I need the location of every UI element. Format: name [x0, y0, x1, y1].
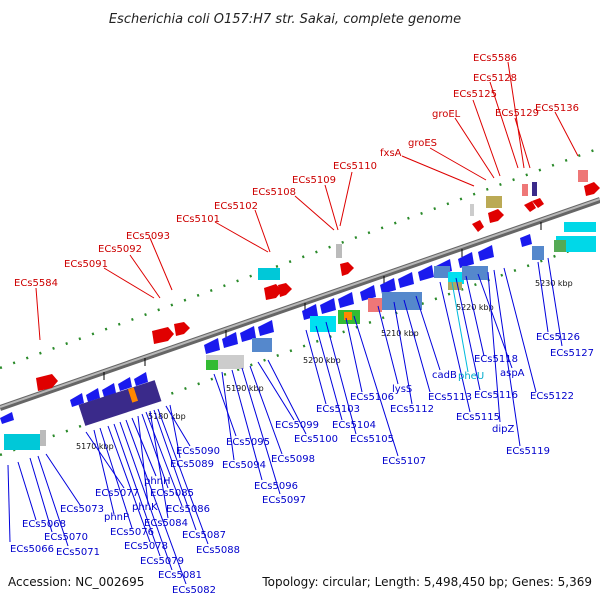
tick-label: 5170 kbp: [76, 442, 114, 451]
blue-labels: ECs5068 ECs5066 ECs5070 ECs5071 ECs5073 …: [10, 332, 594, 596]
blue-gene-features: [0, 234, 532, 424]
gene-label: ECs5096: [254, 481, 298, 492]
gene-label: dipZ: [492, 424, 514, 435]
gene-label: phnH: [144, 476, 171, 487]
gene-label: ECs5089: [170, 459, 214, 470]
gene-label: phnK: [132, 502, 158, 513]
gene-label: ECs5102: [214, 201, 258, 212]
gene-label: ECs5094: [222, 460, 266, 471]
gene-label: ECs5104: [332, 420, 376, 431]
gene-track-lines: [0, 146, 600, 457]
gene-label: ECs5088: [196, 545, 240, 556]
gene-label: ECs5076: [110, 527, 154, 538]
gene-blocks: [4, 170, 596, 450]
gene-label: ECs5081: [158, 570, 202, 581]
accession: Accession: NC_002695: [8, 575, 144, 589]
red-gene-features: [36, 182, 600, 391]
gene-label: ECs5100: [294, 434, 338, 445]
gene-label: ECs5086: [166, 504, 210, 515]
gene-label: ECs5122: [530, 391, 574, 402]
gene-label: ECs5097: [262, 495, 306, 506]
gene-label: ECs5116: [474, 390, 518, 401]
gene-label: ECs5068: [22, 519, 66, 530]
gene-label: ECs5136: [535, 103, 579, 114]
gene-label: ECs5106: [350, 392, 394, 403]
gene-label: ECs5085: [150, 488, 194, 499]
gene-label: ECs5070: [44, 532, 88, 543]
gene-label: ECs5586: [473, 53, 517, 64]
gene-label: ECs5101: [176, 214, 220, 225]
cyan-leader-line: [451, 281, 469, 373]
tick-label: 5220 kbp: [456, 303, 494, 312]
gene-label: ECs5108: [252, 187, 296, 198]
gene-label: ECs5112: [390, 404, 434, 415]
gene-label: ECs5107: [382, 456, 426, 467]
gene-label: ECs5093: [126, 231, 170, 242]
gene-label: aspA: [500, 368, 525, 379]
genome-backbone: [0, 197, 600, 411]
gene-label: ECs5078: [124, 541, 168, 552]
gene-label: ECs5118: [474, 354, 518, 365]
gene-label: phnP: [104, 512, 129, 523]
gene-label: ECs5071: [56, 547, 100, 558]
gene-label: ECs5110: [333, 161, 377, 172]
gene-label: lysS: [392, 384, 412, 395]
gene-label: pheU: [458, 371, 484, 382]
red-labels: ECs5584 ECs5091 ECs5092 ECs5093 ECs5101 …: [14, 53, 579, 289]
gene-label: ECs5095: [226, 437, 270, 448]
gene-label: ECs5113: [428, 392, 472, 403]
tick-label: 5190 kbp: [226, 384, 264, 393]
blue-leader-lines: [7, 257, 563, 585]
gene-label: ECs5090: [176, 446, 220, 457]
gene-label: ECs5092: [98, 244, 142, 255]
gene-label: ECs5103: [316, 404, 360, 415]
gene-label: ECs5082: [172, 585, 216, 596]
topology: Topology: circular; Length: 5,498,450 bp…: [261, 575, 592, 589]
gene-label: groEL: [432, 109, 461, 120]
gene-label: ECs5105: [350, 434, 394, 445]
gene-label: ECs5087: [182, 530, 226, 541]
gene-label: ECs5077: [95, 488, 139, 499]
gene-label: ECs5079: [140, 556, 184, 567]
gene-label: ECs5125: [453, 89, 497, 100]
gene-label: ECs5584: [14, 278, 58, 289]
gene-label: ECs5084: [144, 518, 188, 529]
tick-label: 5230 kbp: [535, 279, 573, 288]
gene-label: ECs5126: [536, 332, 580, 343]
gene-label: ECs5091: [64, 259, 108, 270]
map-title: Escherichia coli O157:H7 str. Sakai, com…: [109, 12, 461, 27]
gene-label: fxsA: [380, 148, 402, 159]
gene-label: cadB: [432, 370, 457, 381]
gene-label: ECs5115: [456, 412, 500, 423]
gene-label: ECs5119: [506, 446, 550, 457]
gene-label: ECs5098: [271, 454, 315, 465]
gene-label: ECs5099: [275, 420, 319, 431]
gene-label: groES: [408, 138, 437, 149]
tick-label: 5200 kbp: [303, 356, 341, 365]
tick-label: 5180 kbp: [148, 412, 186, 421]
gene-label: ECs5066: [10, 544, 54, 555]
gene-label: ECs5128: [473, 73, 517, 84]
gene-label: ECs5073: [60, 504, 104, 515]
gene-label: ECs5127: [550, 348, 594, 359]
red-leader-lines: [35, 61, 579, 341]
gene-label: ECs5109: [292, 175, 336, 186]
gene-label: ECs5129: [495, 108, 539, 119]
